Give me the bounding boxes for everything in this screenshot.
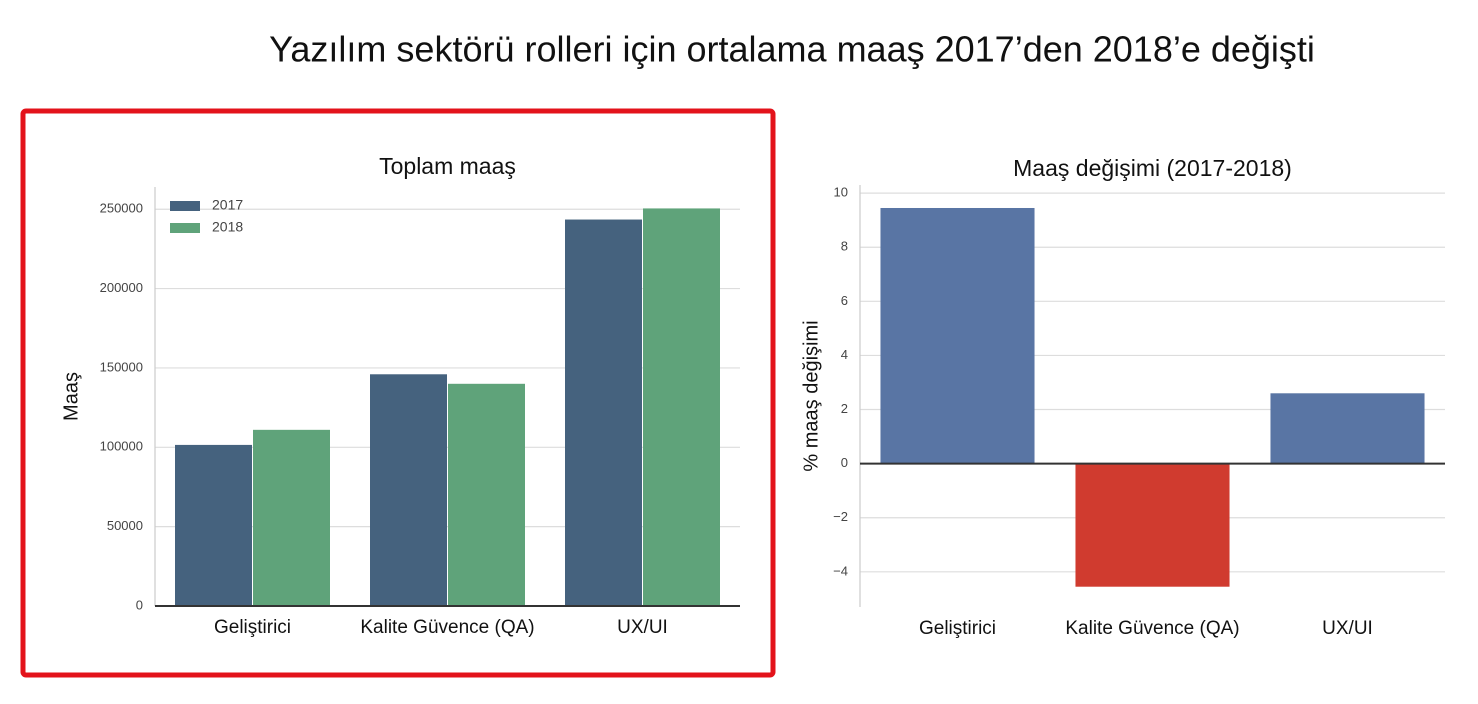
bar — [1270, 393, 1425, 464]
bar — [880, 207, 1035, 464]
bar — [1075, 463, 1230, 587]
x-tick-label: Geliştirici — [919, 618, 996, 639]
bar — [253, 429, 330, 606]
bar — [565, 219, 642, 606]
legend-swatch — [170, 223, 200, 233]
y-tick-label: 8 — [841, 239, 848, 254]
y-tick-label: −4 — [833, 563, 848, 578]
page-title: Yazılım sektörü rolleri için ortalama ma… — [269, 29, 1315, 70]
y-tick-label: 0 — [136, 597, 143, 612]
x-tick-label: Kalite Güvence (QA) — [360, 617, 534, 638]
y-tick-label: 250000 — [100, 201, 143, 216]
y-axis-label: Maaş — [60, 372, 82, 421]
y-tick-label: 0 — [841, 455, 848, 470]
bar — [448, 383, 525, 606]
y-tick-label: 2 — [841, 401, 848, 416]
bar — [175, 444, 252, 606]
y-tick-label: 50000 — [107, 518, 143, 533]
y-tick-label: 4 — [841, 347, 848, 362]
x-tick-label: UX/UI — [617, 617, 668, 638]
y-tick-label: −2 — [833, 509, 848, 524]
chart-title: Maaş değişimi (2017-2018) — [1013, 155, 1292, 181]
legend-swatch — [170, 201, 200, 211]
x-tick-label: Kalite Güvence (QA) — [1065, 618, 1239, 639]
legend-label: 2018 — [212, 219, 243, 235]
chart-title: Toplam maaş — [379, 153, 516, 179]
y-tick-label: 200000 — [100, 280, 143, 295]
y-tick-label: 10 — [834, 185, 848, 200]
y-tick-label: 6 — [841, 293, 848, 308]
y-tick-label: 100000 — [100, 439, 143, 454]
y-axis-label: % maaş değişimi — [800, 320, 822, 471]
x-tick-label: UX/UI — [1322, 618, 1373, 639]
y-tick-label: 150000 — [100, 359, 143, 374]
highlight-frame — [20, 108, 776, 678]
bar — [643, 208, 720, 606]
bar — [370, 374, 447, 606]
x-tick-label: Geliştirici — [214, 617, 291, 638]
legend-label: 2017 — [212, 197, 243, 213]
